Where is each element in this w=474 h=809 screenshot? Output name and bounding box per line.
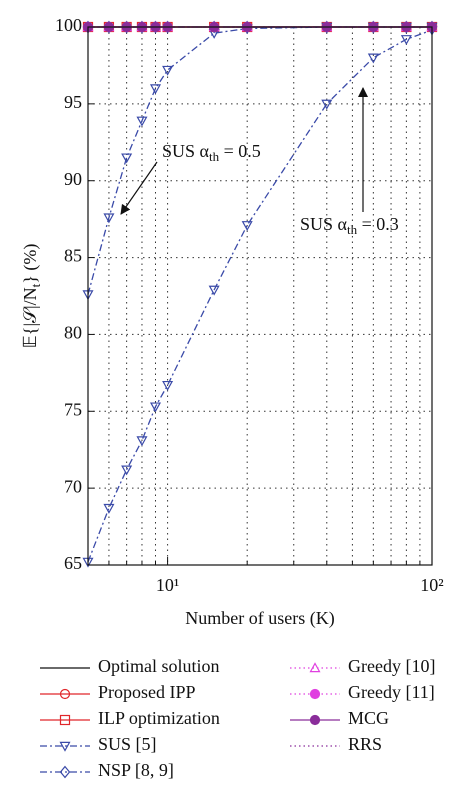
legend-item: Proposed IPP: [40, 682, 196, 702]
marker: [309, 662, 321, 673]
marker: [321, 99, 333, 110]
y-label-main: 𝔼{|𝒮|/N: [20, 287, 40, 348]
y-tick-label: 80: [64, 323, 82, 343]
legend-item: RRS: [290, 734, 382, 754]
legend-label: ILP optimization: [98, 708, 220, 728]
annotation-sub: th: [347, 222, 358, 237]
legend-label: Optimal solution: [98, 656, 220, 676]
annotation-text: SUS α: [300, 214, 348, 234]
marker: [59, 688, 71, 700]
marker: [400, 35, 412, 46]
marker: [121, 465, 133, 476]
legend-item: MCG: [290, 708, 389, 728]
plot-area: [82, 20, 438, 568]
marker: [162, 65, 174, 76]
marker: [149, 402, 162, 413]
marker: [103, 213, 115, 224]
legend-item: SUS [5]: [40, 734, 157, 754]
x-axis-label: Number of users (K): [185, 608, 334, 629]
annotation-arrow: [120, 161, 158, 215]
marker: [136, 116, 148, 127]
annotation-text: SUS α: [162, 141, 210, 161]
marker: [136, 436, 148, 447]
legend-item: Optimal solution: [40, 656, 220, 676]
marker: [241, 221, 253, 232]
marker: [59, 714, 71, 726]
legend-label: MCG: [348, 708, 389, 728]
marker: [208, 285, 220, 296]
y-tick-label: 85: [64, 246, 82, 266]
y-tick-label: 100: [55, 15, 82, 35]
annotation-sub: th: [209, 149, 220, 164]
annotation-rest: = 0.5: [219, 141, 261, 161]
annotation: SUS αth = 0.5: [162, 141, 261, 164]
x-tick-label: 10¹: [156, 575, 179, 595]
x-tick-label: 10²: [420, 575, 443, 595]
plot-frame: [87, 26, 433, 566]
legend-label: Greedy [11]: [348, 682, 435, 702]
y-tick-label: 65: [64, 553, 82, 573]
series-line: [87, 29, 433, 563]
legend-item: ILP optimization: [40, 708, 220, 728]
legend-label: SUS [5]: [98, 734, 157, 754]
legend: Optimal solution Proposed IPP ILP optimiza…: [40, 656, 435, 780]
axes: 65 70 75 80 85 90 95 100 10¹ 10²: [55, 15, 444, 595]
legend-label: RRS: [348, 734, 382, 754]
y-axis-label: 𝔼{|𝒮|/Nt} (%): [20, 244, 43, 349]
marker: [367, 53, 379, 64]
marker: [59, 741, 71, 752]
marker: [149, 84, 162, 95]
marker: [309, 714, 321, 726]
legend-label: NSP [8, 9]: [98, 760, 174, 780]
y-tick-label: 70: [64, 476, 82, 496]
marker: [309, 688, 321, 700]
y-tick-label: 90: [64, 169, 82, 189]
legend-item: Greedy [11]: [290, 682, 435, 702]
legend-item: Greedy [10]: [290, 656, 435, 676]
marker: [121, 153, 133, 164]
annotation-rest: = 0.3: [357, 214, 399, 234]
y-tick-label: 95: [64, 92, 82, 112]
legend-label: Greedy [10]: [348, 656, 435, 676]
marker: [103, 503, 115, 514]
y-label-end: } (%): [20, 244, 41, 284]
legend-label: Proposed IPP: [98, 682, 196, 702]
series-line: [87, 26, 432, 295]
annotation: SUS αth = 0.3: [300, 214, 399, 237]
legend-item: NSP [8, 9]: [40, 760, 174, 780]
y-tick-label: 75: [64, 399, 82, 419]
y-label-sub: t: [28, 283, 43, 287]
marker: [59, 765, 71, 779]
marker: [162, 380, 174, 391]
grid: [88, 26, 433, 566]
